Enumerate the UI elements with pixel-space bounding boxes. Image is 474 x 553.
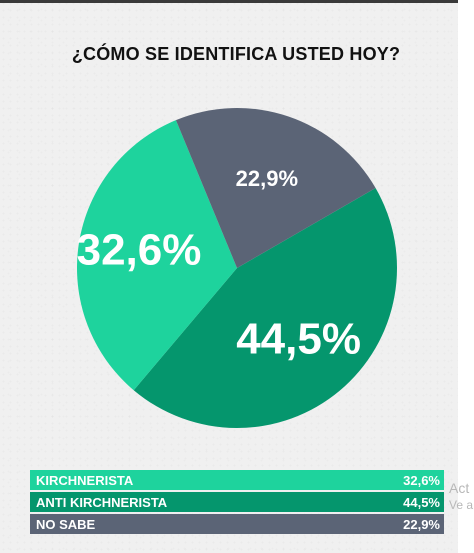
slice-label-anti-kirchnerista: 44,5% <box>236 314 361 363</box>
chart-title: ¿CÓMO SE IDENTIFICA USTED HOY? <box>71 44 401 64</box>
legend-row-anti-kirchnerista: ANTI KIRCHNERISTA 44,5% <box>30 492 444 512</box>
activation-watermark: Act Ve a <box>449 480 473 512</box>
legend-value: 32,6% <box>403 473 440 488</box>
legend-label: ANTI KIRCHNERISTA <box>36 495 168 510</box>
legend-row-kirchnerista: KIRCHNERISTA 32,6% <box>30 470 444 490</box>
right-edge <box>458 0 474 553</box>
pie-slice-no-sabe <box>175 108 376 268</box>
legend-value: 44,5% <box>403 495 440 510</box>
slice-label-kirchnerista: 32,6% <box>77 225 202 274</box>
pie-slice-anti-kirchnerista <box>133 188 397 429</box>
pie-slice-kirchnerista <box>77 120 237 391</box>
watermark-line-2: Ve a <box>449 498 474 512</box>
legend: KIRCHNERISTA 32,6% ANTI KIRCHNERISTA 44,… <box>30 470 444 536</box>
legend-row-no-sabe: NO SABE 22,9% <box>30 514 444 534</box>
slice-label-no-sabe: 22,9% <box>236 166 298 191</box>
top-border <box>0 0 458 3</box>
legend-label: KIRCHNERISTA <box>36 473 134 488</box>
legend-value: 22,9% <box>403 517 440 532</box>
watermark-line-1: Act <box>449 480 470 496</box>
legend-label: NO SABE <box>36 517 96 532</box>
